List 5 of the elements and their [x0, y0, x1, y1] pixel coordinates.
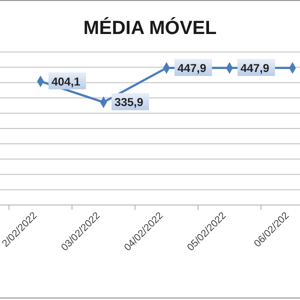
data-label: 447,9 — [178, 62, 206, 75]
data-label: 404,1 — [52, 76, 81, 88]
data-label: 335,9 — [114, 97, 144, 110]
chart-title: MÉDIA MÓVEL — [83, 17, 218, 39]
data-label: 447,9 — [240, 62, 270, 75]
